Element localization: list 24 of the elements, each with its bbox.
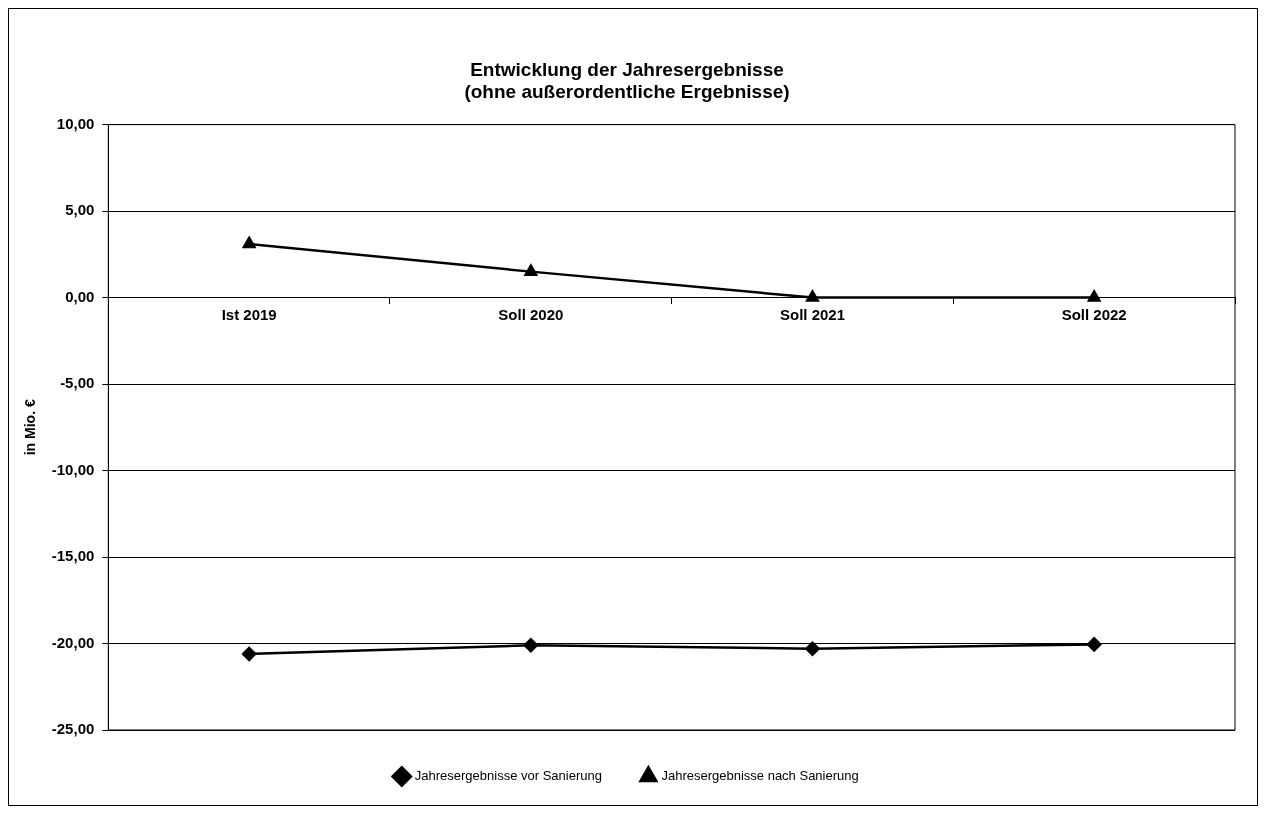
chart-title: Entwicklung der Jahresergebnisse (ohne außerordentliche Ergebnisse) <box>464 58 790 103</box>
x-tick-label: Ist 2019 <box>221 305 277 323</box>
point <box>806 290 819 302</box>
y-tick-label: -10,00 <box>51 460 95 478</box>
x-tick-label: Soll 2020 <box>498 305 564 323</box>
point <box>1086 637 1102 652</box>
point <box>1087 290 1101 302</box>
x-tick-label: Soll 2021 <box>779 305 846 323</box>
point <box>242 236 256 249</box>
y-axis-title: in Mio. € <box>22 399 39 456</box>
point <box>524 264 538 276</box>
y-tick-label: 10,00 <box>56 114 95 132</box>
y-tick-label: 5,00 <box>65 201 95 219</box>
x-tick-label: Soll 2022 <box>1061 305 1127 323</box>
point <box>523 637 539 653</box>
y-tick-label: -15,00 <box>51 547 95 565</box>
point <box>241 646 257 662</box>
y-tick-label: -5,00 <box>60 374 95 392</box>
y-tick-label: 0,00 <box>65 287 95 305</box>
legend-label: Jahresergebnisse vor Sanierung <box>414 768 602 784</box>
y-tick-label: -20,00 <box>51 633 95 651</box>
y-tick-label: -25,00 <box>51 720 95 738</box>
point <box>805 641 820 656</box>
legend-label: Jahresergebnisse nach Sanierung <box>661 768 859 784</box>
